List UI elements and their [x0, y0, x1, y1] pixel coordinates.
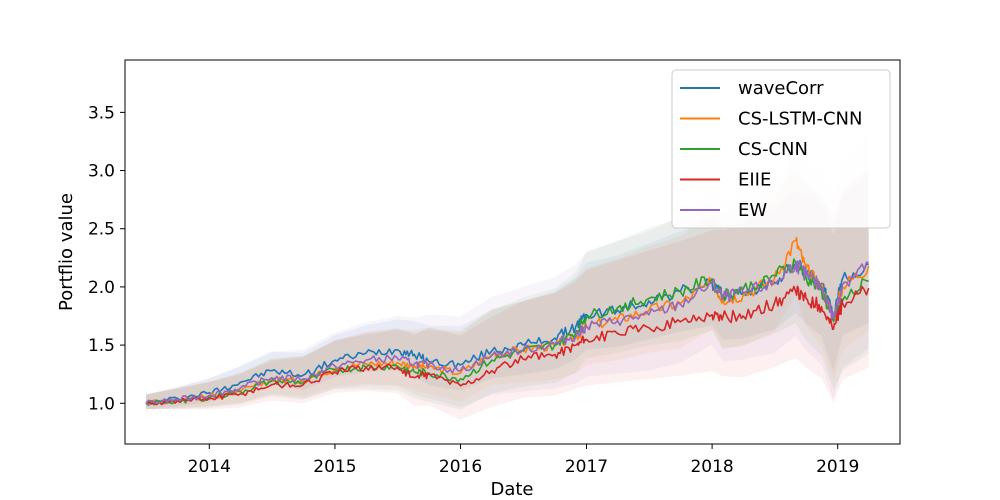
series-line-eiie — [145, 285, 870, 406]
x-tick-label: 2017 — [565, 457, 608, 477]
legend-label-cs-cnn: CS-CNN — [738, 139, 808, 160]
confidence-bands — [145, 133, 869, 420]
y-tick-label: 2.5 — [88, 220, 115, 240]
legend-label-cs-lstm-cnn: CS-LSTM-CNN — [738, 109, 862, 130]
band-eiie — [145, 169, 869, 420]
series-line-ew — [145, 260, 869, 405]
x-tick-label: 2014 — [188, 457, 231, 477]
x-axis-label: Date — [490, 479, 533, 500]
x-tick-label: 2016 — [439, 457, 482, 477]
y-tick-label: 1.0 — [88, 394, 115, 414]
legend-label-eiie: EIIE — [738, 170, 771, 191]
band-wavecorr — [145, 177, 869, 410]
band-ew — [145, 133, 869, 410]
x-tick-label: 2019 — [816, 457, 859, 477]
y-tick-label: 2.0 — [88, 278, 115, 298]
plot-frame — [124, 59, 901, 445]
y-tick-label: 3.0 — [88, 162, 115, 182]
y-axis-label: Portflio value — [56, 193, 77, 311]
band-cs-lstm-cnn — [145, 157, 869, 410]
legend: waveCorr CS-LSTM-CNN CS-CNN EIIE EW — [671, 69, 891, 229]
legend-frame — [671, 69, 891, 229]
legend-label-wavecorr: waveCorr — [738, 78, 824, 99]
x-tick-label: 2015 — [313, 457, 356, 477]
x-tick-label: 2018 — [690, 457, 733, 477]
band-cs-cnn — [145, 171, 869, 410]
series-lines — [145, 236, 870, 407]
legend-label-ew: EW — [738, 200, 767, 221]
x-axis-ticks: 2014 2015 2016 2017 2018 2019 — [188, 444, 859, 477]
y-tick-label: 1.5 — [88, 336, 115, 356]
y-axis-ticks: 1.0 1.5 2.0 2.5 3.0 3.5 — [88, 103, 125, 414]
y-tick-label: 3.5 — [88, 103, 115, 123]
